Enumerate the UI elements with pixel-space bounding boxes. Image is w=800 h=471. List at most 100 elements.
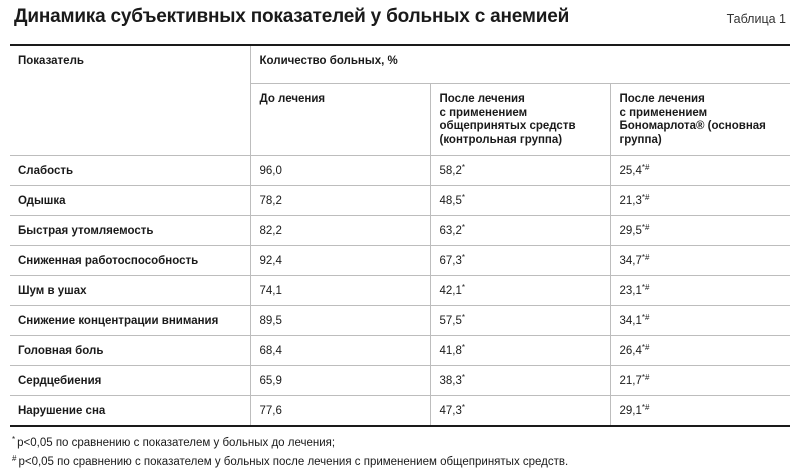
cell-main-value: 34,7 (619, 254, 642, 267)
cell-before-value: 92,4 (259, 254, 282, 267)
header-main: После лечения с применением Бономарлота®… (609, 83, 791, 156)
cell-indicator-value: Быстрая утомляемость (18, 224, 154, 237)
header-main-line: группа) (619, 133, 662, 146)
cell-indicator: Головная боль (10, 335, 250, 366)
cell-main-value: 34,1 (619, 314, 642, 327)
cell-indicator: Снижение концентрации внимания (10, 305, 250, 336)
cell-main-value: 29,5 (619, 224, 642, 237)
table-row: Слабость 96,0 58,2* 25,4*# (10, 155, 791, 186)
cell-indicator: Сниженная работоспособность (10, 245, 250, 276)
cell-control: 38,3* (429, 365, 610, 396)
cell-main-value: 29,1 (619, 404, 642, 417)
header-row-columns: До лечения После лечения с применением о… (10, 83, 791, 156)
significance-mark: * (461, 252, 466, 262)
table-row: Шум в ушах 74,1 42,1* 23,1*# (10, 275, 791, 306)
significance-mark: *# (641, 192, 650, 202)
significance-mark: * (461, 402, 466, 412)
cell-main: 25,4*# (609, 155, 791, 186)
cell-before: 92,4 (249, 245, 430, 276)
header-indicator: Показатель (18, 55, 84, 67)
cell-main-value: 21,3 (619, 194, 642, 207)
cell-control: 67,3* (429, 245, 610, 276)
significance-mark: *# (641, 402, 650, 412)
cell-indicator-value: Сниженная работоспособность (18, 254, 199, 267)
cell-control-value: 48,5 (439, 194, 462, 207)
header-main-line: После лечения (619, 93, 705, 105)
cell-control: 48,5* (429, 185, 610, 216)
footnote-mark: # (12, 454, 17, 463)
page-title: Динамика субъективных показателей у боль… (14, 6, 570, 27)
cell-before: 68,4 (249, 335, 430, 366)
cell-before: 96,0 (249, 155, 430, 186)
significance-mark: *# (641, 342, 650, 352)
header-indicator-spacer (10, 83, 250, 156)
significance-mark: * (461, 282, 466, 292)
cell-control-value: 57,5 (439, 314, 462, 327)
cell-main-value: 21,7 (619, 374, 642, 387)
significance-mark: * (461, 372, 466, 382)
cell-indicator: Быстрая утомляемость (10, 215, 250, 246)
cell-before-value: 78,2 (259, 194, 282, 207)
data-table: Показатель Количество больных, % До лече… (10, 46, 791, 427)
header-control-line: с применением (439, 106, 528, 119)
cell-before-value: 65,9 (259, 374, 282, 387)
header-main-line: Бономарлота® (основная (619, 120, 766, 132)
footnote-text: p<0,05 по сравнению с показателем у боль… (18, 456, 569, 468)
significance-mark: *# (641, 312, 650, 322)
table-row: Снижение концентрации внимания 89,5 57,5* 3… (10, 305, 791, 336)
cell-main: 26,4*# (609, 335, 791, 366)
cell-before-value: 96,0 (259, 164, 282, 177)
footnote-hash: # p<0,05 по сравнению с показателем у бол… (12, 451, 568, 470)
table-row: Нарушение сна 77,6 47,3* 29,1*# (10, 395, 791, 427)
significance-mark: * (461, 222, 466, 232)
header-before: До лечения (249, 83, 430, 156)
cell-control-value: 63,2 (439, 224, 462, 237)
cell-main: 21,3*# (609, 185, 791, 216)
cell-indicator-value: Сердцебиения (18, 374, 102, 387)
header-control-line: общепринятых средств (439, 120, 576, 132)
significance-mark: * (461, 312, 466, 322)
cell-before: 82,2 (249, 215, 430, 246)
cell-control: 41,8* (429, 335, 610, 366)
cell-main: 34,7*# (609, 245, 791, 276)
table-row: Быстрая утомляемость 82,2 63,2* 29,5*# (10, 215, 791, 246)
cell-main-value: 26,4 (619, 344, 642, 357)
table-row: Сниженная работоспособность 92,4 67,3* 34,7… (10, 245, 791, 276)
cell-main-value: 23,1 (619, 284, 642, 297)
cell-indicator-value: Одышка (18, 194, 66, 207)
cell-control-value: 58,2 (439, 164, 462, 177)
cell-control-value: 47,3 (439, 404, 462, 417)
significance-mark: * (461, 162, 466, 172)
cell-indicator-value: Шум в ушах (18, 284, 87, 297)
cell-main: 29,5*# (609, 215, 791, 246)
cell-indicator: Нарушение сна (10, 395, 250, 427)
cell-main: 34,1*# (609, 305, 791, 336)
cell-main: 29,1*# (609, 395, 791, 427)
cell-indicator: Шум в ушах (10, 275, 250, 306)
header-control-line: (контрольная группа) (439, 133, 563, 146)
header-control-line: После лечения (439, 93, 525, 105)
cell-indicator: Слабость (10, 155, 250, 186)
cell-indicator: Сердцебиения (10, 365, 250, 396)
table-label: Таблица 1 (726, 12, 786, 26)
cell-main: 21,7*# (609, 365, 791, 396)
cell-before-value: 77,6 (259, 404, 282, 417)
table-top-rule (10, 44, 790, 46)
footnotes: * p<0,05 по сравнению с показателем у бол… (12, 432, 568, 470)
cell-main: 23,1*# (609, 275, 791, 306)
header-main-line: с применением (619, 106, 708, 119)
cell-before-value: 74,1 (259, 284, 282, 297)
cell-before: 89,5 (249, 305, 430, 336)
cell-control: 47,3* (429, 395, 610, 427)
significance-mark: *# (641, 282, 650, 292)
cell-indicator-value: Снижение концентрации внимания (18, 314, 219, 327)
table-row: Одышка 78,2 48,5* 21,3*# (10, 185, 791, 216)
table-row: Головная боль 68,4 41,8* 26,4*# (10, 335, 791, 366)
header-control: После лечения с применением общепринятых… (429, 83, 610, 156)
cell-before-value: 89,5 (259, 314, 282, 327)
significance-mark: * (461, 342, 466, 352)
cell-control-value: 38,3 (439, 374, 462, 387)
cell-control: 57,5* (429, 305, 610, 336)
significance-mark: *# (641, 252, 650, 262)
